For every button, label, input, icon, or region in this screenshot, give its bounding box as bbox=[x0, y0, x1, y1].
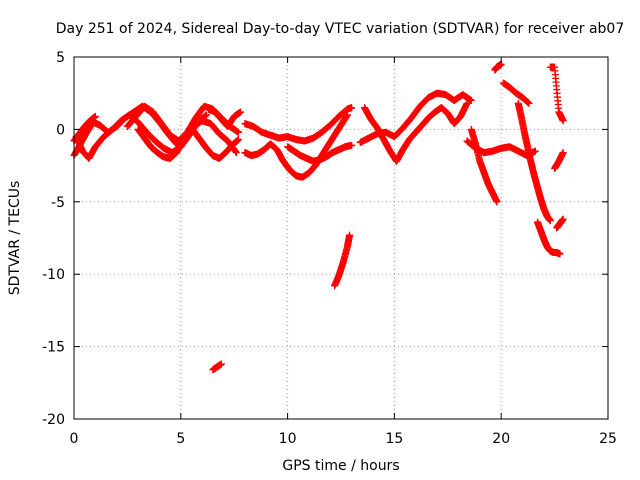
chart-title: Day 251 of 2024, Sidereal Day-to-day VTE… bbox=[56, 21, 625, 37]
series-arc-13 bbox=[356, 89, 475, 146]
series-arc-12 bbox=[331, 231, 354, 290]
x-tick-label: 25 bbox=[599, 431, 617, 447]
series-arc-05 bbox=[134, 125, 187, 162]
data-point bbox=[232, 149, 240, 157]
x-tick-label: 15 bbox=[385, 431, 403, 447]
data-point bbox=[559, 215, 567, 223]
y-tick-label: -20 bbox=[42, 412, 65, 428]
y-tick-label: -10 bbox=[42, 267, 65, 283]
data-point bbox=[343, 111, 351, 119]
x-tick-label: 0 bbox=[70, 431, 79, 447]
y-tick-label: -15 bbox=[42, 340, 65, 356]
y-tick-label: 0 bbox=[56, 122, 65, 138]
data-point bbox=[559, 149, 567, 157]
tick-labels: 0 5 10 15 20 25 -20 -15 -10 -5 0 5 bbox=[42, 50, 617, 447]
x-tick-label: 5 bbox=[176, 431, 185, 447]
axes bbox=[73, 56, 609, 420]
x-tick-label: 10 bbox=[279, 431, 297, 447]
series-arc-03 bbox=[70, 112, 99, 145]
data-point bbox=[237, 108, 245, 116]
data-point bbox=[546, 217, 554, 225]
data-point bbox=[91, 112, 99, 120]
data-point bbox=[202, 111, 210, 119]
series-arc-17 bbox=[491, 60, 505, 74]
series-arc-09 bbox=[241, 104, 356, 145]
data-point bbox=[531, 147, 539, 155]
data-point bbox=[467, 96, 475, 104]
series-arc-06 bbox=[190, 127, 242, 162]
grid-lines bbox=[74, 57, 608, 419]
series-arc-23 bbox=[553, 215, 567, 232]
data-point bbox=[348, 104, 356, 112]
x-axis-label: GPS time / hours bbox=[282, 458, 399, 474]
data-point bbox=[234, 136, 242, 144]
data-points bbox=[70, 60, 567, 374]
series-arc-22 bbox=[551, 149, 567, 172]
series-arc-07 bbox=[205, 105, 245, 131]
series-arc-14 bbox=[360, 99, 471, 165]
data-point bbox=[217, 360, 225, 368]
data-point bbox=[346, 231, 354, 239]
data-point bbox=[463, 99, 471, 107]
series-arc-21 bbox=[546, 63, 567, 125]
series-arc-15 bbox=[467, 125, 501, 206]
data-point bbox=[232, 148, 240, 156]
data-point bbox=[348, 141, 356, 149]
data-point bbox=[556, 250, 564, 258]
data-point bbox=[234, 128, 242, 136]
plot-frame bbox=[73, 56, 609, 420]
series-arc-10 bbox=[241, 111, 351, 181]
series-arc-18 bbox=[514, 99, 554, 225]
y-tick-label: 5 bbox=[56, 50, 65, 66]
data-point bbox=[493, 198, 501, 206]
data-point bbox=[525, 99, 533, 107]
y-axis-label: SDTVAR / TECUs bbox=[7, 181, 23, 296]
series-arc-08 bbox=[209, 360, 225, 374]
data-point bbox=[559, 117, 567, 125]
series-arc-19 bbox=[499, 79, 533, 107]
y-tick-label: -5 bbox=[51, 195, 65, 211]
data-point bbox=[179, 137, 187, 145]
series-arc-20 bbox=[534, 218, 564, 258]
series-arc-02 bbox=[72, 111, 210, 162]
series-arc-11 bbox=[284, 141, 356, 165]
x-tick-label: 20 bbox=[492, 431, 510, 447]
